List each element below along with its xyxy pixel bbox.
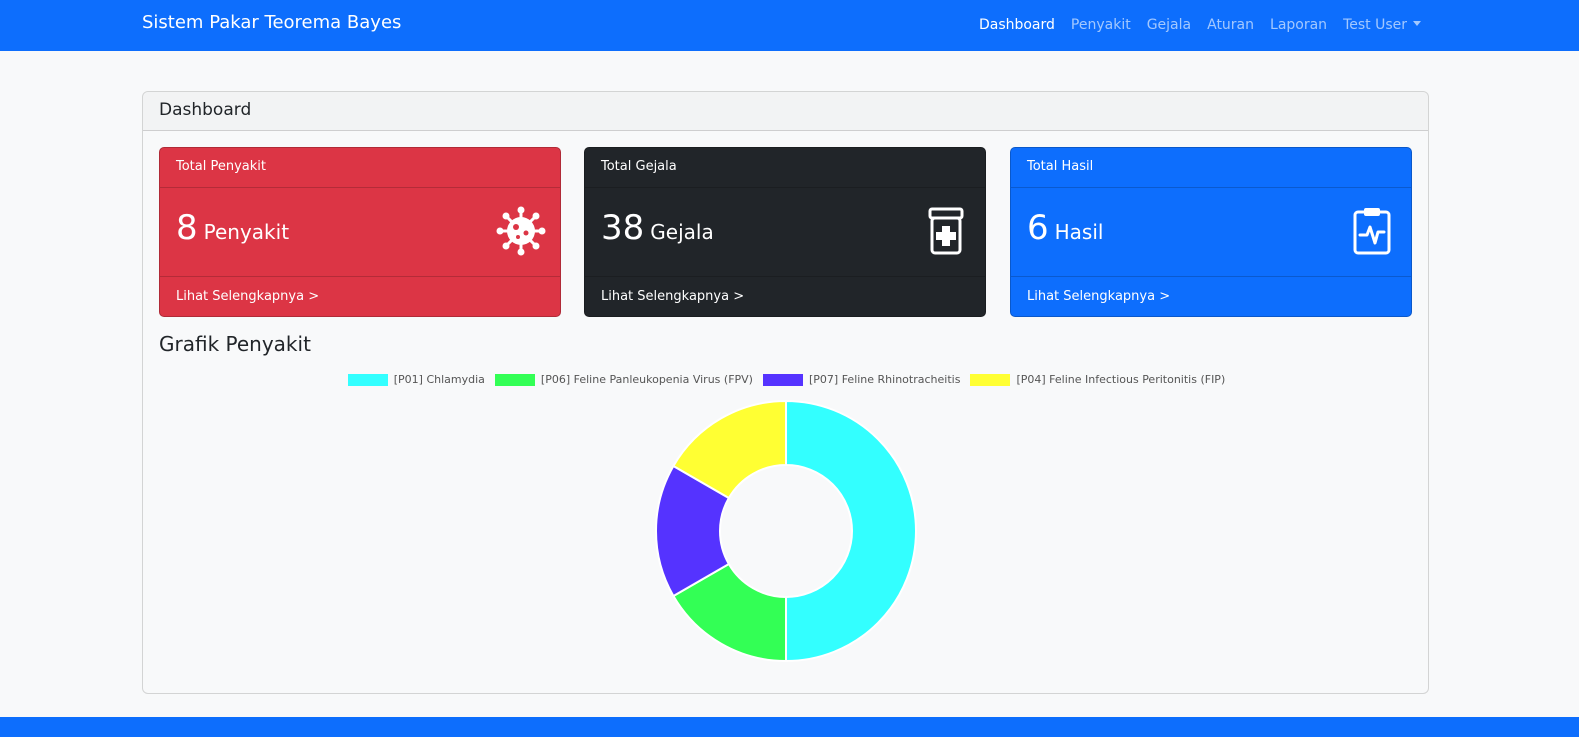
stat-card-penyakit: Total Penyakit 8 Penyakit	[159, 147, 561, 317]
caret-down-icon	[1413, 21, 1421, 26]
stat-link-gejala[interactable]: Lihat Selengkapnya >	[601, 289, 745, 304]
nav-aturan[interactable]: Aturan	[1207, 17, 1255, 33]
page-title: Dashboard	[143, 92, 1428, 131]
chart-legend: [P01] Chlamydia [P06] Feline Panleukopen…	[143, 373, 1430, 386]
stat-value: 38	[601, 208, 645, 248]
legend-swatch	[762, 373, 803, 386]
legend-label: [P07] Feline Rhinotracheitis	[808, 373, 961, 386]
medicine-bottle-icon	[928, 207, 964, 255]
legend-label: [P01] Chlamydia	[393, 373, 485, 386]
donut-slice[interactable]	[672, 399, 787, 500]
legend-label: [P06] Feline Panleukopenia Virus (FPV)	[540, 373, 753, 386]
donut-slice[interactable]	[785, 399, 917, 663]
user-dropdown[interactable]: Test User	[1343, 17, 1421, 33]
legend-label: [P04] Feline Infectious Peritonitis (FIP…	[1016, 373, 1226, 386]
brand-link[interactable]: Sistem Pakar Teorema Bayes	[142, 12, 402, 33]
legend-item[interactable]: [P01] Chlamydia	[347, 373, 485, 386]
stat-header: Total Hasil	[1011, 148, 1411, 188]
nav-dashboard[interactable]: Dashboard	[978, 17, 1055, 33]
legend-swatch	[494, 373, 535, 386]
dashboard-card: Dashboard Total Penyakit 8 Penyakit	[142, 91, 1429, 694]
nav-penyakit[interactable]: Penyakit	[1070, 17, 1131, 33]
stat-unit: Hasil	[1054, 220, 1104, 244]
stat-link-penyakit[interactable]: Lihat Selengkapnya >	[176, 289, 320, 304]
stat-value: 8	[176, 208, 198, 248]
stat-card-hasil: Total Hasil 6 Hasil Lihat Selengkapnya >	[1010, 147, 1412, 317]
legend-item[interactable]: [P06] Feline Panleukopenia Virus (FPV)	[494, 373, 753, 386]
legend-item[interactable]: [P07] Feline Rhinotracheitis	[762, 373, 961, 386]
virus-icon	[496, 206, 546, 256]
stat-card-gejala: Total Gejala 38 Gejala Lihat Selengkapnya…	[584, 147, 986, 317]
legend-item[interactable]: [P04] Feline Infectious Peritonitis (FIP…	[970, 373, 1225, 386]
nav-menu: Dashboard Penyakit Gejala Aturan Laporan…	[979, 14, 1421, 33]
footer-bar	[0, 717, 1579, 737]
clipboard-pulse-icon	[1353, 208, 1391, 255]
donut-chart	[655, 399, 917, 663]
legend-swatch	[970, 373, 1011, 386]
stat-link-hasil[interactable]: Lihat Selengkapnya >	[1027, 289, 1171, 304]
top-navbar: Sistem Pakar Teorema Bayes Dashboard Pen…	[0, 0, 1579, 51]
stat-unit: Penyakit	[203, 220, 290, 244]
stat-header: Total Penyakit	[160, 148, 560, 188]
user-name: Test User	[1343, 17, 1407, 33]
stat-unit: Gejala	[650, 220, 714, 244]
nav-gejala[interactable]: Gejala	[1146, 17, 1192, 33]
legend-swatch	[347, 373, 388, 386]
stat-header: Total Gejala	[585, 148, 985, 188]
chart-title: Grafik Penyakit	[159, 332, 311, 356]
stat-value: 6	[1027, 208, 1049, 248]
nav-laporan[interactable]: Laporan	[1270, 17, 1328, 33]
